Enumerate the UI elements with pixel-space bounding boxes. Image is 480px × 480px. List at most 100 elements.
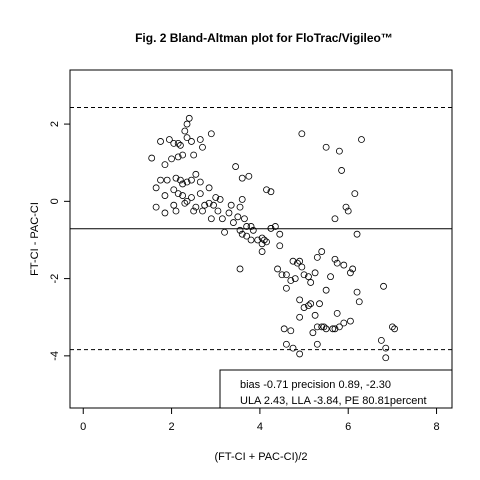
data-point	[282, 340, 290, 348]
legend-box	[219, 369, 453, 409]
x-tick-label: 0	[80, 421, 86, 433]
data-point	[247, 223, 255, 230]
data-point	[327, 273, 334, 281]
data-point	[322, 286, 330, 294]
data-point	[320, 323, 328, 331]
data-point	[329, 325, 337, 333]
data-point	[232, 163, 240, 170]
data-point	[243, 223, 251, 230]
data-point	[333, 259, 341, 267]
data-point	[267, 224, 275, 232]
data-point	[221, 228, 228, 236]
data-point	[298, 263, 306, 271]
data-point	[344, 207, 352, 215]
data-point	[335, 323, 343, 331]
data-point	[181, 127, 189, 135]
data-point	[331, 325, 339, 333]
data-point	[313, 340, 321, 348]
data-point	[349, 265, 357, 273]
data-point	[174, 190, 182, 198]
data-point	[271, 223, 279, 230]
data-point	[353, 230, 361, 238]
data-point	[289, 257, 297, 265]
data-point	[247, 236, 255, 244]
data-point	[258, 248, 266, 255]
y-tick-label: 0	[49, 198, 61, 204]
data-point	[179, 151, 187, 159]
plot-marks	[70, 106, 452, 362]
data-point	[163, 176, 171, 184]
data-point	[276, 242, 284, 250]
data-point	[382, 344, 390, 352]
data-point	[170, 201, 178, 209]
data-point	[192, 203, 200, 211]
data-point	[318, 323, 326, 331]
data-point	[296, 257, 304, 265]
data-point	[238, 230, 246, 238]
data-point	[331, 215, 339, 223]
data-point	[196, 178, 204, 186]
x-axis-title: (FT-CI + PAC-CI)/2	[215, 451, 308, 463]
data-point	[353, 288, 361, 296]
data-point	[313, 323, 321, 331]
data-point	[300, 271, 308, 279]
data-point	[179, 192, 187, 199]
data-point	[168, 155, 175, 163]
data-point	[236, 226, 244, 234]
data-point	[249, 226, 257, 234]
data-point	[260, 236, 268, 244]
data-point	[316, 300, 323, 308]
data-point	[382, 354, 390, 362]
data-point	[311, 311, 319, 319]
data-point	[238, 196, 246, 203]
data-point	[307, 279, 315, 286]
plot-frame	[69, 69, 453, 409]
data-point	[165, 136, 173, 143]
legend-line-bias: bias -0.71 precision 0.89, -2.30	[240, 379, 391, 391]
data-point	[322, 325, 330, 333]
data-point	[340, 319, 348, 327]
data-point	[282, 271, 290, 279]
data-point	[172, 174, 180, 182]
data-point	[313, 253, 321, 261]
data-point	[199, 143, 206, 151]
data-point	[267, 188, 275, 196]
data-point	[391, 325, 398, 333]
data-point	[212, 194, 220, 201]
data-point	[188, 194, 195, 201]
y-axis-title: FT-CI - PAC-CI	[29, 202, 41, 276]
data-point	[176, 176, 184, 184]
data-point	[298, 130, 306, 138]
data-point	[161, 161, 169, 169]
data-point	[152, 184, 160, 192]
data-point	[342, 203, 350, 211]
data-point	[331, 255, 339, 263]
data-point	[183, 134, 191, 142]
data-point	[338, 167, 346, 174]
data-point	[183, 197, 191, 205]
data-point	[380, 282, 387, 290]
data-point	[355, 298, 363, 306]
data-point	[294, 259, 301, 267]
data-point	[207, 130, 215, 138]
data-point	[214, 207, 222, 215]
data-point	[305, 302, 312, 310]
data-point	[170, 139, 178, 147]
data-point	[196, 136, 204, 143]
data-point	[278, 271, 286, 279]
data-point	[148, 154, 156, 162]
data-point	[358, 136, 365, 143]
data-point	[238, 174, 246, 182]
data-point	[210, 201, 217, 209]
data-point	[296, 350, 304, 358]
data-point	[201, 201, 209, 209]
data-point	[179, 180, 187, 188]
data-point	[205, 184, 213, 192]
data-point	[347, 317, 354, 325]
data-point	[311, 269, 319, 277]
chart-title: Fig. 2 Bland-Altman plot for FloTrac/Vig…	[135, 31, 393, 45]
data-point	[347, 269, 354, 277]
data-point	[218, 215, 226, 223]
data-point	[157, 176, 164, 184]
data-point	[322, 143, 330, 151]
